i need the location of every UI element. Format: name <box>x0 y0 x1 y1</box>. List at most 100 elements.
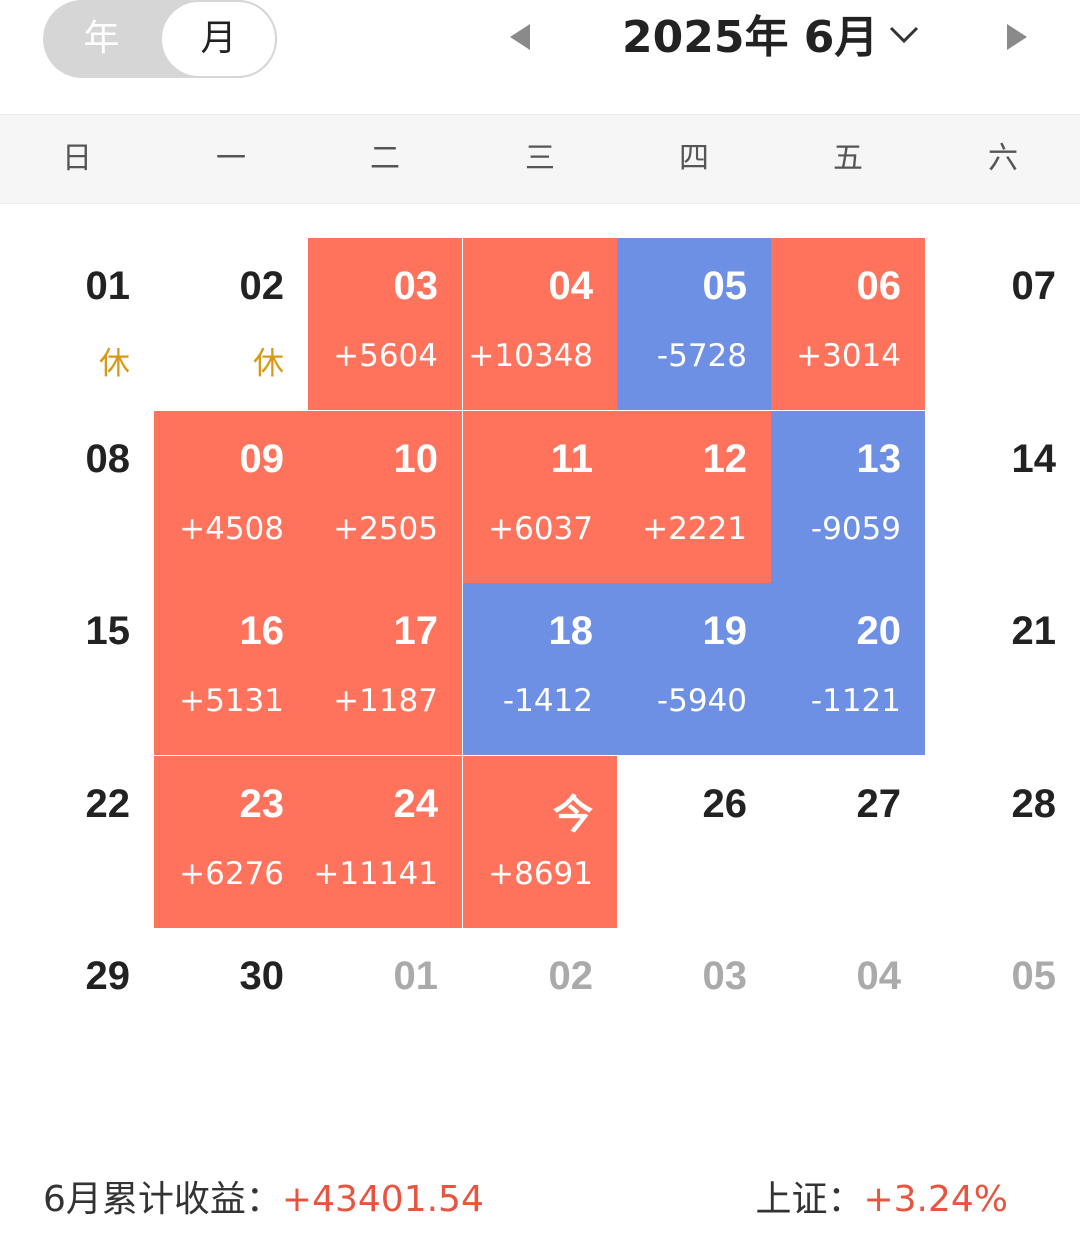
month-title[interactable]: 2025年 6月 <box>622 12 879 63</box>
weekday-wed: 三 <box>525 141 555 176</box>
calendar-day-cell[interactable]: 06 +3014 <box>771 238 925 410</box>
calendar-day-cell[interactable]: 20 -1121 <box>771 583 925 755</box>
next-month-icon[interactable] <box>1007 24 1027 50</box>
day-number: 30 <box>239 954 285 998</box>
daily-pnl: +2505 <box>333 511 438 547</box>
calendar-day-cell[interactable]: 28 <box>926 756 1080 928</box>
calendar-grid: 01 休 02 休 03 +5604 04 +10348 05 -5728 06 +3014 07 08 0… <box>0 238 1080 1102</box>
year-month-toggle[interactable]: 年 月 <box>43 0 277 78</box>
day-number: 05 <box>702 264 748 308</box>
index-change: 上证：+3.24% <box>755 1170 1008 1230</box>
calendar-day-cell[interactable]: 08 <box>0 411 154 583</box>
day-number: 22 <box>85 782 131 826</box>
day-number: 15 <box>85 609 131 653</box>
daily-pnl: +2221 <box>642 511 747 547</box>
day-number: 21 <box>1011 609 1057 653</box>
calendar-day-cell[interactable]: 10 +2505 <box>308 411 462 583</box>
calendar-day-cell[interactable]: 26 <box>617 756 771 928</box>
calendar-day-cell[interactable]: 29 <box>0 928 154 1100</box>
day-number: 08 <box>85 437 131 481</box>
weekday-tue: 二 <box>370 141 400 176</box>
toggle-year-option[interactable]: 年 <box>83 18 120 59</box>
weekday-thu: 四 <box>679 141 709 176</box>
day-number: 28 <box>1011 782 1057 826</box>
daily-pnl: -5728 <box>656 338 747 374</box>
day-number: 16 <box>239 609 285 653</box>
calendar-day-cell[interactable]: 24 +11141 <box>308 756 462 928</box>
day-number: 17 <box>393 609 439 653</box>
calendar-day-cell[interactable]: 19 -5940 <box>617 583 771 755</box>
calendar-day-cell[interactable]: 11 +6037 <box>463 411 617 583</box>
calendar-day-cell[interactable]: 04 +10348 <box>463 238 617 410</box>
month-total-label: 6月累计收益： <box>43 1179 282 1220</box>
day-number: 23 <box>239 782 285 826</box>
day-number: 12 <box>702 437 748 481</box>
calendar-day-cell[interactable]: 02 <box>463 928 617 1100</box>
weekday-mon: 一 <box>216 141 246 176</box>
daily-pnl: +8691 <box>488 856 593 892</box>
day-number: 09 <box>239 437 285 481</box>
calendar-day-cell[interactable]: 23 +6276 <box>154 756 308 928</box>
day-number: 26 <box>702 782 748 826</box>
calendar-day-cell[interactable]: 05 -5728 <box>617 238 771 410</box>
weekday-header: 日 一 二 三 四 五 六 <box>0 114 1080 204</box>
daily-pnl: +5131 <box>179 683 284 719</box>
holiday-label: 休 <box>99 346 130 382</box>
daily-pnl: -1412 <box>502 683 593 719</box>
daily-pnl: +11141 <box>313 856 438 892</box>
calendar-day-cell[interactable]: 02 休 <box>154 238 308 410</box>
day-number: 19 <box>702 609 748 653</box>
day-number: 02 <box>239 264 285 308</box>
calendar-day-cell[interactable]: 18 -1412 <box>463 583 617 755</box>
daily-pnl: -1121 <box>810 683 901 719</box>
daily-pnl: +6037 <box>488 511 593 547</box>
daily-pnl: +5604 <box>333 338 438 374</box>
summary-bar: 6月累计收益：+43401.54 上证：+3.24% <box>0 1170 1080 1230</box>
day-number: 11 <box>550 437 593 481</box>
weekday-fri: 五 <box>833 141 863 176</box>
calendar-day-cell[interactable]: 12 +2221 <box>617 411 771 583</box>
calendar-day-cell[interactable]: 09 +4508 <box>154 411 308 583</box>
index-value: +3.24% <box>863 1179 1008 1220</box>
calendar-day-cell[interactable]: 07 <box>926 238 1080 410</box>
calendar-day-cell[interactable]: 16 +5131 <box>154 583 308 755</box>
calendar-day-cell[interactable]: 05 <box>926 928 1080 1100</box>
day-number: 05 <box>1011 954 1057 998</box>
calendar-day-cell[interactable]: 今 +8691 <box>463 756 617 928</box>
day-number: 04 <box>548 264 594 308</box>
calendar-day-cell[interactable]: 03 +5604 <box>308 238 462 410</box>
calendar-day-cell[interactable]: 15 <box>0 583 154 755</box>
day-number: 01 <box>85 264 131 308</box>
daily-pnl: +1187 <box>333 683 438 719</box>
toggle-month-option[interactable]: 月 <box>160 0 277 78</box>
chevron-down-icon[interactable] <box>888 18 920 50</box>
calendar-day-cell[interactable]: 21 <box>926 583 1080 755</box>
day-number: 20 <box>856 609 902 653</box>
day-number: 07 <box>1011 264 1057 308</box>
holiday-label: 休 <box>253 346 284 382</box>
daily-pnl: +4508 <box>179 511 284 547</box>
calendar-day-cell[interactable]: 30 <box>154 928 308 1100</box>
weekday-sat: 六 <box>988 141 1018 176</box>
daily-pnl: +10348 <box>468 338 593 374</box>
calendar-day-cell[interactable]: 14 <box>926 411 1080 583</box>
calendar-day-cell[interactable]: 17 +1187 <box>308 583 462 755</box>
calendar-day-cell[interactable]: 13 -9059 <box>771 411 925 583</box>
month-total: 6月累计收益：+43401.54 <box>43 1170 484 1230</box>
calendar-day-cell[interactable]: 22 <box>0 756 154 928</box>
month-total-value: +43401.54 <box>281 1179 484 1220</box>
daily-pnl: +6276 <box>179 856 284 892</box>
calendar-day-cell[interactable]: 27 <box>771 756 925 928</box>
day-number: 14 <box>1011 437 1057 481</box>
calendar-day-cell[interactable]: 01 休 <box>0 238 154 410</box>
previous-month-icon[interactable] <box>510 24 530 50</box>
calendar-day-cell[interactable]: 01 <box>308 928 462 1100</box>
day-number: 02 <box>548 954 594 998</box>
day-number: 01 <box>393 954 439 998</box>
daily-pnl: +3014 <box>796 338 901 374</box>
daily-pnl: -9059 <box>810 511 901 547</box>
calendar-day-cell[interactable]: 04 <box>771 928 925 1100</box>
day-number: 03 <box>702 954 748 998</box>
calendar-day-cell[interactable]: 03 <box>617 928 771 1100</box>
weekday-sun: 日 <box>62 141 92 176</box>
